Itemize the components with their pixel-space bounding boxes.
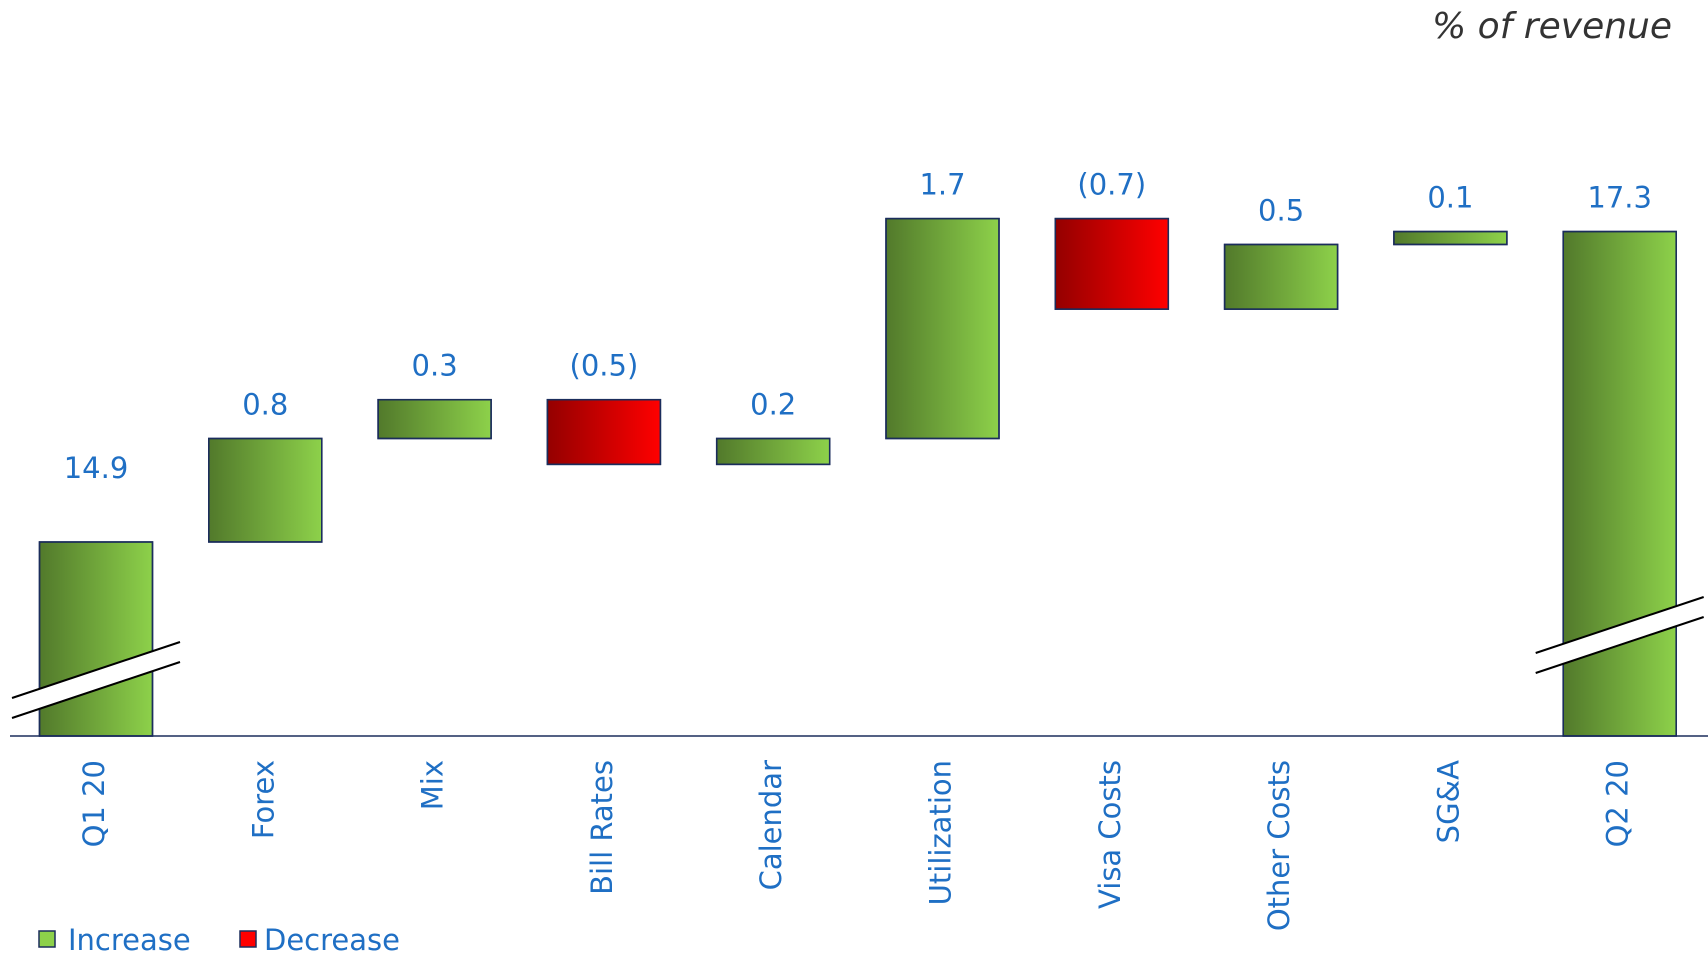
legend-label: Increase <box>68 923 191 957</box>
value-label: 0.3 <box>412 349 458 383</box>
x-tick-label: Mix <box>416 760 450 810</box>
bar-shade <box>208 437 323 543</box>
axis-break-line <box>1535 616 1705 674</box>
value-label: (0.7) <box>1077 168 1146 202</box>
bar-shade <box>1562 230 1677 737</box>
axis-break <box>1535 597 1704 673</box>
x-tick-label: Forex <box>246 760 280 839</box>
x-tick-label: Other Costs <box>1262 760 1296 931</box>
axis-break-line <box>11 661 181 719</box>
value-label: 1.7 <box>919 168 965 202</box>
bar-shade <box>377 398 492 440</box>
legend-swatch <box>239 930 257 948</box>
axis-break-line <box>11 641 181 699</box>
bar-shade <box>885 217 1000 440</box>
x-tick-label: Calendar <box>754 760 788 890</box>
axis-break <box>12 642 180 718</box>
x-tick-label: SG&A <box>1431 760 1465 843</box>
x-tick-label: Q1 20 <box>77 760 111 847</box>
x-tick-label: Visa Costs <box>1093 760 1127 909</box>
bar-shade <box>715 437 831 466</box>
value-label: (0.5) <box>570 349 639 383</box>
value-label: 0.8 <box>242 388 288 422</box>
value-label: 0.2 <box>750 388 796 422</box>
bar-shade <box>546 398 662 466</box>
value-label: 14.9 <box>64 451 129 485</box>
legend-label: Decrease <box>264 923 400 957</box>
bar-shade <box>1054 217 1170 310</box>
bar-shade <box>1223 243 1339 310</box>
x-tick-label: Bill Rates <box>585 760 619 895</box>
bar-shade <box>38 541 154 737</box>
subtitle: % of revenue <box>1432 6 1672 47</box>
value-label: 17.3 <box>1587 181 1652 215</box>
value-label: 0.5 <box>1258 193 1304 227</box>
x-tick-label: Utilization <box>924 760 958 905</box>
value-label: 0.1 <box>1427 181 1473 215</box>
legend-swatch <box>38 930 56 948</box>
x-tick-label: Q2 20 <box>1601 760 1635 847</box>
bar-shade <box>1393 230 1508 246</box>
axis-break-line <box>1535 596 1705 654</box>
